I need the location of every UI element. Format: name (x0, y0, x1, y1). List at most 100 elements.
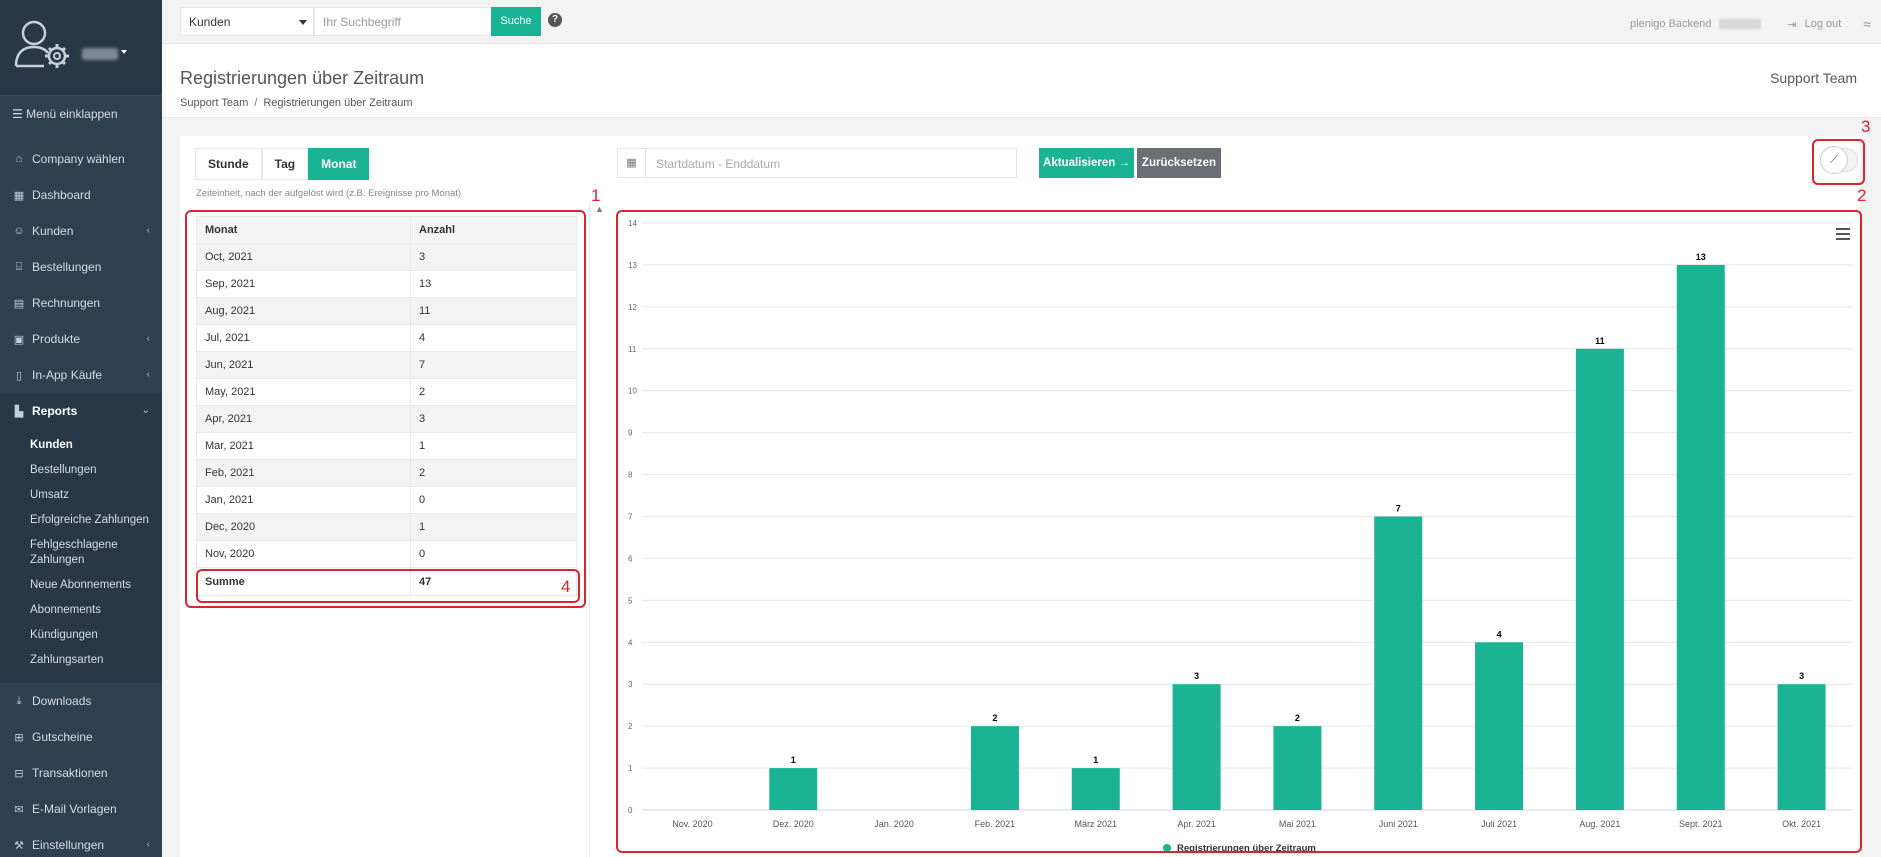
x-tick-label: Sept. 2021 (1679, 819, 1723, 829)
sidebar-item-label: Produkte (32, 332, 81, 346)
breadcrumb: Support Team / Registrierungen über Zeitra… (180, 97, 413, 109)
y-tick-label: 7 (628, 513, 633, 522)
page-title: Registrierungen über Zeitraum (180, 68, 425, 88)
table-row: Jan, 2021 0 (196, 486, 577, 514)
sidebar-item-company[interactable]: ⌂ Company wählen (0, 141, 162, 177)
chevron-left-icon: ‹ (146, 333, 150, 344)
sidebar-subitem-abonnements[interactable]: Abonnements (30, 604, 101, 616)
sidebar-subitem-kunden[interactable]: Kunden (30, 439, 73, 451)
reports-submenu: Kunden Bestellungen Umsatz Erfolgreiche … (0, 429, 162, 683)
topbar: Kunden Ihr Suchbegriff Suche ? plenigo B… (162, 0, 1881, 44)
sidebar-item-label: Reports (32, 404, 78, 418)
annotation-label-3: 3 (1861, 117, 1871, 136)
chevron-left-icon: ‹ (146, 225, 150, 236)
table-icon: ▦ (13, 189, 25, 202)
sidebar-item-einstellungen[interactable]: ⚒ Einstellungen ‹ (0, 827, 162, 857)
signature-icon: ≈ (1863, 16, 1871, 32)
sidebar-subitem-umsatz[interactable]: Umsatz (30, 489, 69, 501)
table-row: Apr, 2021 3 (196, 405, 577, 433)
username-blurred (82, 48, 118, 60)
segment-tag[interactable]: Tag (261, 148, 309, 180)
sidebar-item-dashboard[interactable]: ▦ Dashboard (0, 177, 162, 213)
logout-icon[interactable]: ⇥ (1787, 18, 1797, 31)
table-row: Jun, 2021 7 (196, 351, 577, 379)
sidebar-subitem-kuendigungen[interactable]: Kündigungen (30, 629, 98, 641)
y-tick-label: 14 (628, 219, 637, 228)
profile-area[interactable] (0, 0, 162, 95)
cell-anzahl: 0 (410, 486, 577, 514)
search-scope-select[interactable]: Kunden (180, 7, 314, 36)
chart-menu-icon[interactable] (1836, 228, 1850, 240)
sidebar-item-label: Gutscheine (32, 730, 93, 744)
sidebar-subitem-neue-abonnements[interactable]: Neue Abonnements (30, 579, 132, 591)
menu-collapse-label: Menü einklappen (26, 107, 118, 121)
cell-anzahl: 3 (410, 243, 577, 271)
search-input[interactable]: Ihr Suchbegriff (314, 7, 492, 36)
data-label: 1 (791, 755, 796, 765)
menu-collapse-toggle[interactable]: ☰ Menü einklappen (0, 95, 162, 129)
scroll-up-icon[interactable]: ▲ (595, 204, 604, 214)
y-tick-label: 1 (628, 764, 633, 773)
sidebar-item-produkte[interactable]: ▣ Produkte ‹ (0, 321, 162, 357)
sidebar-subitem-zahlungsarten[interactable]: Zahlungsarten (30, 654, 104, 666)
sidebar-subitem-erfolgreiche-zahlungen[interactable]: Erfolgreiche Zahlungen (30, 514, 149, 526)
cell-monat: Nov, 2020 (196, 540, 411, 568)
reset-button[interactable]: Zurücksetzen (1137, 148, 1221, 178)
x-tick-label: Nov. 2020 (672, 819, 712, 829)
mail-icon: ✉ (14, 803, 24, 816)
chart-bar (1676, 264, 1725, 810)
cell-anzahl: 2 (410, 459, 577, 487)
chart-bar (1575, 348, 1624, 810)
sidebar-item-kunden[interactable]: ☺ Kunden ‹ (0, 213, 162, 249)
breadcrumb-root[interactable]: Support Team (180, 97, 249, 109)
column-header-monat[interactable]: Monat (196, 216, 411, 244)
chart-bar (970, 726, 1019, 810)
table-row: Aug, 2021 11 (196, 297, 577, 325)
cell-monat: May, 2021 (196, 378, 411, 406)
sum-value: 47 (410, 567, 577, 596)
sidebar-item-bestellungen[interactable]: ⌸ Bestellungen (0, 249, 162, 285)
sidebar-item-transaktionen[interactable]: ⊟ Transaktionen (0, 755, 162, 791)
y-tick-label: 10 (628, 387, 637, 396)
sidebar-item-reports[interactable]: ▙ Reports ⌄ (0, 393, 162, 429)
y-tick-label: 5 (628, 596, 633, 605)
sidebar-item-in-app[interactable]: ▯ In-App Käufe ‹ (0, 357, 162, 393)
search-button[interactable]: Suche (491, 7, 541, 36)
sidebar-item-label: Company wählen (32, 152, 125, 166)
help-icon[interactable]: ? (548, 13, 562, 27)
segment-monat[interactable]: Monat (308, 148, 370, 180)
logout-link[interactable]: Log out (1804, 18, 1842, 30)
sidebar-subitem-fehlgeschlagene-zahlungen[interactable]: Fehlgeschlagene Zahlungen (30, 539, 118, 566)
column-header-anzahl[interactable]: Anzahl (410, 216, 577, 244)
sidebar-item-label: Einstellungen (32, 838, 105, 852)
cell-anzahl: 2 (410, 378, 577, 406)
sidebar-item-label: Transaktionen (32, 766, 108, 780)
caret-down-icon[interactable] (121, 50, 127, 54)
x-tick-label: Jan. 2020 (874, 819, 914, 829)
date-range-input[interactable]: ▦ Startdatum - Enddatum (617, 148, 1017, 178)
sidebar-item-gutscheine[interactable]: ⊞ Gutscheine (0, 719, 162, 755)
mobile-icon: ▯ (15, 369, 23, 382)
time-unit-selector: Stunde Tag Monat (195, 148, 370, 180)
chart-bar (1273, 726, 1322, 810)
sidebar-item-rechnungen[interactable]: ▤ Rechnungen (0, 285, 162, 321)
x-tick-label: Apr. 2021 (1177, 819, 1216, 829)
cell-monat: Sep, 2021 (196, 270, 411, 298)
chart-bar (1777, 684, 1826, 810)
refresh-button[interactable]: Aktualisieren → (1039, 148, 1134, 178)
sidebar-item-email-vorlagen[interactable]: ✉ E-Mail Vorlagen (0, 791, 162, 827)
sidebar: ☰ Menü einklappen ⌂ Company wählen ▦ Das… (0, 0, 162, 857)
box-icon: ▣ (13, 333, 25, 346)
y-tick-label: 8 (628, 471, 633, 480)
sidebar-subitem-bestellungen[interactable]: Bestellungen (30, 464, 97, 476)
segment-stunde[interactable]: Stunde (195, 148, 262, 180)
chart-view-toggle[interactable]: ⟋ (1816, 140, 1864, 176)
table-row: Feb, 2021 2 (196, 459, 577, 487)
sidebar-item-downloads[interactable]: ⤓ Downloads (0, 683, 162, 719)
table-row: Oct, 2021 3 (196, 243, 577, 271)
calendar-icon: ▦ (618, 149, 646, 177)
sidebar-item-label: E-Mail Vorlagen (32, 802, 117, 816)
data-label: 7 (1396, 504, 1401, 514)
cell-monat: Dec, 2020 (196, 513, 411, 541)
